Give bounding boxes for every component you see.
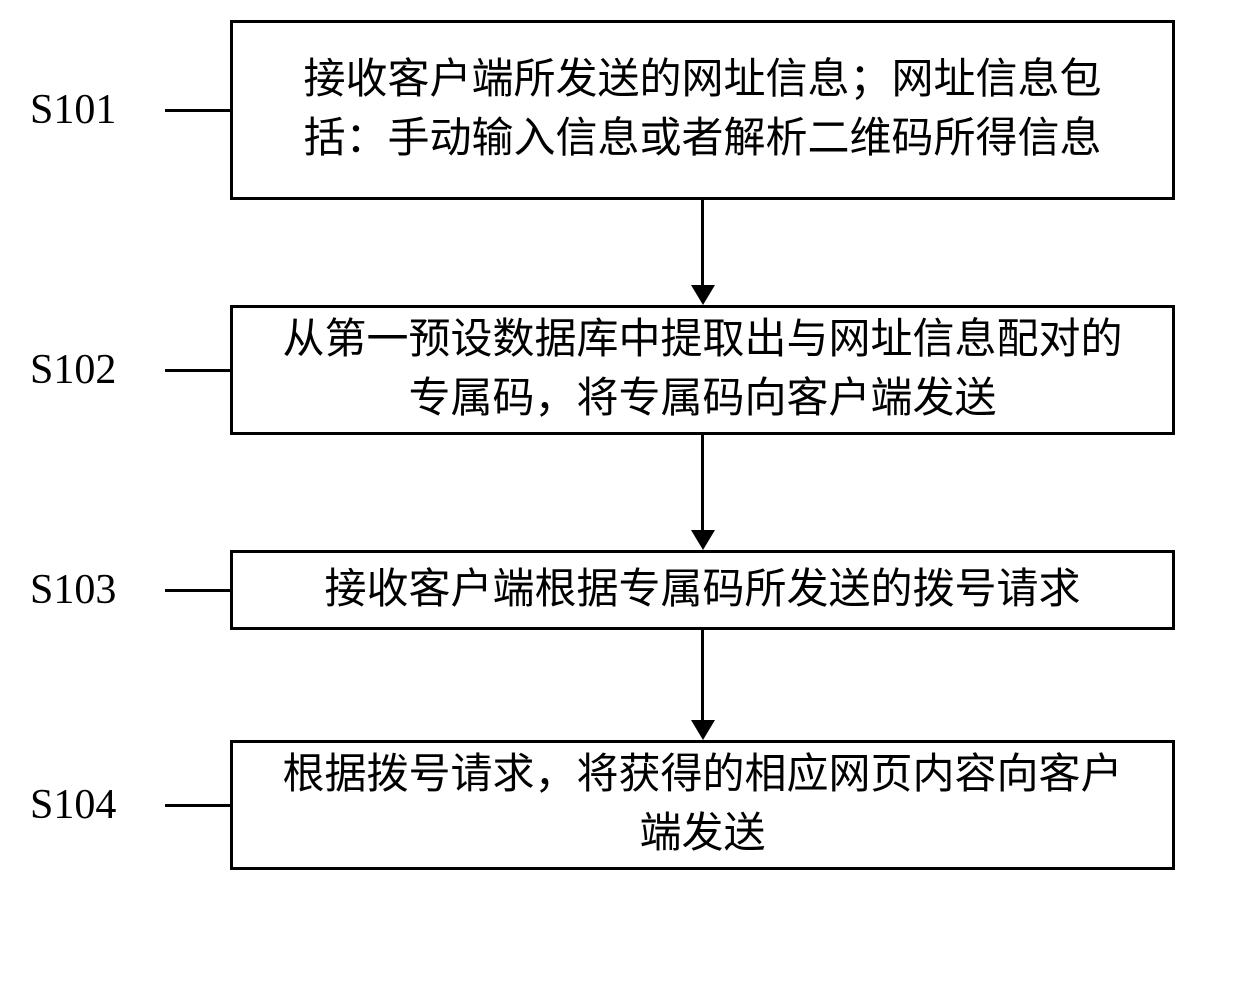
arrow-container-2 [230,435,1175,550]
step-label-s104: S104 [30,781,150,829]
arrow-head-2 [691,530,715,550]
arrow-container-3 [230,630,1175,740]
step-connector-4 [165,804,230,807]
step-connector-1 [165,109,230,112]
step-label-s103: S103 [30,566,150,614]
arrow-line-2 [701,435,704,530]
arrow-container-1 [230,200,1175,305]
arrow-2 [691,435,715,550]
step-label-s102: S102 [30,346,150,394]
step-connector-3 [165,589,230,592]
step-text-s103: 接收客户端根据专属码所发送的拨号请求 [324,561,1080,620]
step-row-4: S104 根据拨号请求，将获得的相应网页内容向客户端发送 [30,740,1240,870]
arrow-line-3 [701,630,704,720]
step-text-s102: 从第一预设数据库中提取出与网址信息配对的专属码，将专属码向客户端发送 [263,311,1142,429]
step-box-s101: 接收客户端所发送的网址信息；网址信息包括：手动输入信息或者解析二维码所得信息 [230,20,1175,200]
step-row-2: S102 从第一预设数据库中提取出与网址信息配对的专属码，将专属码向客户端发送 [30,305,1240,435]
arrow-head-3 [691,720,715,740]
step-box-s102: 从第一预设数据库中提取出与网址信息配对的专属码，将专属码向客户端发送 [230,305,1175,435]
step-text-s104: 根据拨号请求，将获得的相应网页内容向客户端发送 [263,746,1142,864]
arrow-head-1 [691,285,715,305]
flowchart-container: S101 接收客户端所发送的网址信息；网址信息包括：手动输入信息或者解析二维码所… [0,20,1240,870]
step-label-s101: S101 [30,86,150,134]
step-row-1: S101 接收客户端所发送的网址信息；网址信息包括：手动输入信息或者解析二维码所… [30,20,1240,200]
step-row-3: S103 接收客户端根据专属码所发送的拨号请求 [30,550,1240,630]
arrow-3 [691,630,715,740]
step-box-s104: 根据拨号请求，将获得的相应网页内容向客户端发送 [230,740,1175,870]
arrow-line-1 [701,200,704,285]
arrow-1 [691,200,715,305]
step-connector-2 [165,369,230,372]
step-box-s103: 接收客户端根据专属码所发送的拨号请求 [230,550,1175,630]
step-text-s101: 接收客户端所发送的网址信息；网址信息包括：手动输入信息或者解析二维码所得信息 [263,51,1142,169]
